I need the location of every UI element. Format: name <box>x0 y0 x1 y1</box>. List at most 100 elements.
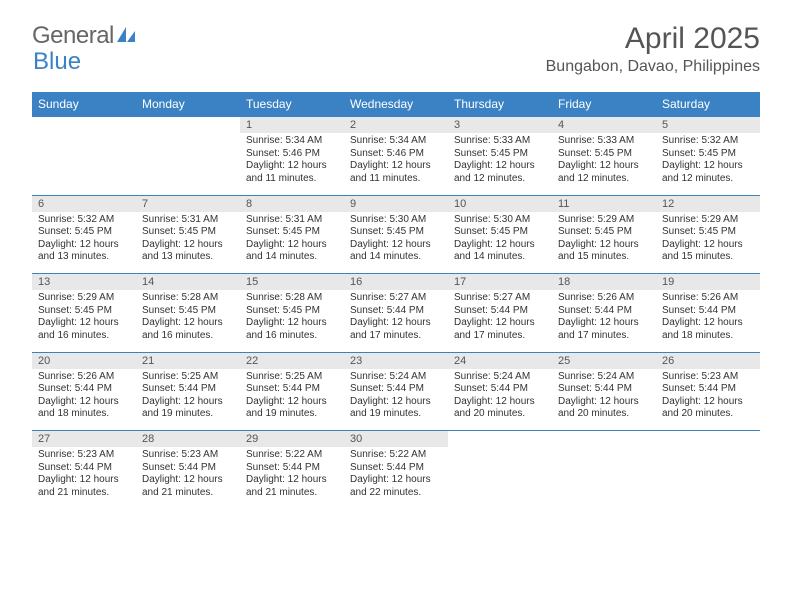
day-content-cell: Sunrise: 5:23 AMSunset: 5:44 PMDaylight:… <box>656 369 760 431</box>
day-number-cell: 25 <box>552 352 656 369</box>
day-number-cell: 21 <box>136 352 240 369</box>
day-number-cell <box>656 431 760 448</box>
header: General April 2025 Bungabon, Davao, Phil… <box>0 0 792 86</box>
daylight-text: Daylight: 12 hours and 14 minutes. <box>454 239 546 264</box>
sunset-text: Sunset: 5:44 PM <box>142 383 234 396</box>
day-content-cell: Sunrise: 5:28 AMSunset: 5:45 PMDaylight:… <box>240 290 344 352</box>
day-content-cell: Sunrise: 5:23 AMSunset: 5:44 PMDaylight:… <box>32 447 136 509</box>
sunset-text: Sunset: 5:45 PM <box>558 148 650 161</box>
sunset-text: Sunset: 5:44 PM <box>558 305 650 318</box>
day-number-cell <box>32 117 136 134</box>
sunset-text: Sunset: 5:45 PM <box>454 226 546 239</box>
day-content-row: Sunrise: 5:32 AMSunset: 5:45 PMDaylight:… <box>32 212 760 274</box>
day-header: Sunday <box>32 92 136 117</box>
daylight-text: Daylight: 12 hours and 19 minutes. <box>350 396 442 421</box>
sunrise-text: Sunrise: 5:33 AM <box>454 135 546 148</box>
sunset-text: Sunset: 5:45 PM <box>454 148 546 161</box>
day-number-cell: 18 <box>552 274 656 291</box>
sunrise-text: Sunrise: 5:24 AM <box>454 371 546 384</box>
day-number-cell: 12 <box>656 195 760 212</box>
day-number-cell: 1 <box>240 117 344 134</box>
sunrise-text: Sunrise: 5:31 AM <box>246 214 338 227</box>
day-number-cell: 16 <box>344 274 448 291</box>
sunset-text: Sunset: 5:44 PM <box>350 462 442 475</box>
day-number-cell: 4 <box>552 117 656 134</box>
day-content-cell: Sunrise: 5:23 AMSunset: 5:44 PMDaylight:… <box>136 447 240 509</box>
day-content-cell: Sunrise: 5:22 AMSunset: 5:44 PMDaylight:… <box>240 447 344 509</box>
daylight-text: Daylight: 12 hours and 19 minutes. <box>142 396 234 421</box>
day-content-cell: Sunrise: 5:27 AMSunset: 5:44 PMDaylight:… <box>448 290 552 352</box>
day-number-row: 12345 <box>32 117 760 134</box>
daylight-text: Daylight: 12 hours and 20 minutes. <box>558 396 650 421</box>
day-number-cell: 30 <box>344 431 448 448</box>
sunrise-text: Sunrise: 5:32 AM <box>662 135 754 148</box>
sunset-text: Sunset: 5:45 PM <box>350 226 442 239</box>
sunset-text: Sunset: 5:46 PM <box>350 148 442 161</box>
sunset-text: Sunset: 5:44 PM <box>142 462 234 475</box>
daylight-text: Daylight: 12 hours and 20 minutes. <box>454 396 546 421</box>
day-content-cell: Sunrise: 5:25 AMSunset: 5:44 PMDaylight:… <box>240 369 344 431</box>
sunrise-text: Sunrise: 5:29 AM <box>558 214 650 227</box>
day-number-cell: 5 <box>656 117 760 134</box>
sunset-text: Sunset: 5:44 PM <box>662 383 754 396</box>
sunset-text: Sunset: 5:45 PM <box>142 226 234 239</box>
daylight-text: Daylight: 12 hours and 12 minutes. <box>662 160 754 185</box>
day-number-cell: 15 <box>240 274 344 291</box>
day-number-cell <box>136 117 240 134</box>
sunset-text: Sunset: 5:44 PM <box>558 383 650 396</box>
day-number-row: 20212223242526 <box>32 352 760 369</box>
day-content-cell: Sunrise: 5:27 AMSunset: 5:44 PMDaylight:… <box>344 290 448 352</box>
calendar-header-row: SundayMondayTuesdayWednesdayThursdayFrid… <box>32 92 760 117</box>
sunset-text: Sunset: 5:45 PM <box>246 226 338 239</box>
sunset-text: Sunset: 5:45 PM <box>142 305 234 318</box>
day-content-cell: Sunrise: 5:31 AMSunset: 5:45 PMDaylight:… <box>240 212 344 274</box>
sunrise-text: Sunrise: 5:23 AM <box>38 449 130 462</box>
day-content-cell: Sunrise: 5:25 AMSunset: 5:44 PMDaylight:… <box>136 369 240 431</box>
sunrise-text: Sunrise: 5:23 AM <box>662 371 754 384</box>
daylight-text: Daylight: 12 hours and 11 minutes. <box>246 160 338 185</box>
location: Bungabon, Davao, Philippines <box>546 58 760 76</box>
daylight-text: Daylight: 12 hours and 16 minutes. <box>38 317 130 342</box>
sunrise-text: Sunrise: 5:23 AM <box>142 449 234 462</box>
sunrise-text: Sunrise: 5:33 AM <box>558 135 650 148</box>
sunset-text: Sunset: 5:45 PM <box>558 226 650 239</box>
sunrise-text: Sunrise: 5:24 AM <box>558 371 650 384</box>
day-content-cell: Sunrise: 5:26 AMSunset: 5:44 PMDaylight:… <box>32 369 136 431</box>
day-content-cell: Sunrise: 5:24 AMSunset: 5:44 PMDaylight:… <box>552 369 656 431</box>
sunrise-text: Sunrise: 5:27 AM <box>350 292 442 305</box>
sunrise-text: Sunrise: 5:26 AM <box>38 371 130 384</box>
day-content-cell: Sunrise: 5:29 AMSunset: 5:45 PMDaylight:… <box>32 290 136 352</box>
day-header: Saturday <box>656 92 760 117</box>
sunrise-text: Sunrise: 5:26 AM <box>662 292 754 305</box>
daylight-text: Daylight: 12 hours and 16 minutes. <box>246 317 338 342</box>
title-block: April 2025 Bungabon, Davao, Philippines <box>546 22 760 76</box>
sunset-text: Sunset: 5:44 PM <box>350 305 442 318</box>
day-number-cell: 29 <box>240 431 344 448</box>
daylight-text: Daylight: 12 hours and 14 minutes. <box>246 239 338 264</box>
sunset-text: Sunset: 5:45 PM <box>38 305 130 318</box>
day-content-cell <box>552 447 656 509</box>
logo: General <box>32 22 136 50</box>
day-number-cell: 28 <box>136 431 240 448</box>
sunset-text: Sunset: 5:45 PM <box>38 226 130 239</box>
daylight-text: Daylight: 12 hours and 21 minutes. <box>246 474 338 499</box>
daylight-text: Daylight: 12 hours and 12 minutes. <box>454 160 546 185</box>
day-number-cell: 26 <box>656 352 760 369</box>
day-content-cell: Sunrise: 5:34 AMSunset: 5:46 PMDaylight:… <box>240 133 344 195</box>
daylight-text: Daylight: 12 hours and 11 minutes. <box>350 160 442 185</box>
day-content-cell: Sunrise: 5:29 AMSunset: 5:45 PMDaylight:… <box>552 212 656 274</box>
day-content-cell <box>32 133 136 195</box>
logo-sail-icon <box>116 25 136 43</box>
sunset-text: Sunset: 5:44 PM <box>662 305 754 318</box>
sunrise-text: Sunrise: 5:28 AM <box>142 292 234 305</box>
day-number-cell: 23 <box>344 352 448 369</box>
day-content-row: Sunrise: 5:29 AMSunset: 5:45 PMDaylight:… <box>32 290 760 352</box>
day-number-cell: 22 <box>240 352 344 369</box>
daylight-text: Daylight: 12 hours and 17 minutes. <box>558 317 650 342</box>
sunset-text: Sunset: 5:45 PM <box>662 148 754 161</box>
day-number-cell: 3 <box>448 117 552 134</box>
day-content-cell: Sunrise: 5:29 AMSunset: 5:45 PMDaylight:… <box>656 212 760 274</box>
sunset-text: Sunset: 5:44 PM <box>454 305 546 318</box>
day-content-cell: Sunrise: 5:24 AMSunset: 5:44 PMDaylight:… <box>448 369 552 431</box>
sunset-text: Sunset: 5:44 PM <box>350 383 442 396</box>
